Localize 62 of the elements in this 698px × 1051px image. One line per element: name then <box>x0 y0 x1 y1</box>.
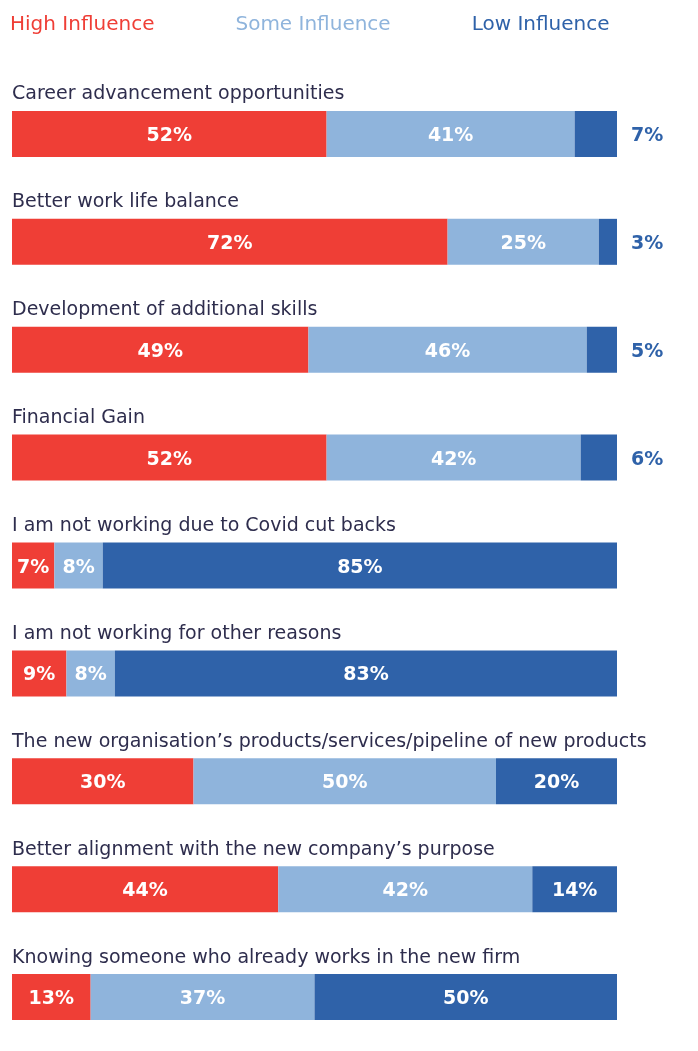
data-label: 42% <box>430 446 477 469</box>
data-label: 83% <box>343 662 389 685</box>
data-label: 41% <box>427 122 474 145</box>
data-label: 5% <box>631 338 664 361</box>
data-label: 7% <box>17 554 50 577</box>
data-label: 50% <box>322 770 368 793</box>
bar <box>308 326 587 373</box>
data-label: 49% <box>137 338 183 361</box>
bar <box>496 758 617 805</box>
data-label: 50% <box>443 986 489 1009</box>
text: Low Influence <box>471 11 610 35</box>
text: Some Influence <box>235 11 391 35</box>
data-label: 7% <box>631 122 664 145</box>
bar <box>114 650 617 697</box>
bar <box>278 866 533 913</box>
bar <box>532 866 617 913</box>
data-label: 8% <box>62 554 95 577</box>
data-label: 20% <box>533 770 580 793</box>
y-tick-label: Financial Gain <box>12 405 145 428</box>
bar <box>574 110 617 157</box>
data-label: 14% <box>551 878 598 901</box>
data-label: 72% <box>207 230 253 253</box>
data-label: 8% <box>74 662 107 685</box>
y-tick-label: Development of additional skills <box>12 297 318 320</box>
data-label: 13% <box>28 986 75 1009</box>
y-tick-label: The new organisation’s products/services/pipeline of new products <box>11 728 647 751</box>
data-label: 44% <box>122 878 168 901</box>
data-label: 52% <box>146 122 193 145</box>
bar <box>193 758 496 805</box>
data-label: 46% <box>424 338 471 361</box>
y-tick-label: Better work life balance <box>12 189 239 212</box>
bar <box>586 326 617 373</box>
bar <box>598 218 617 265</box>
data-label: 42% <box>382 878 428 901</box>
bar <box>90 974 315 1021</box>
text: High Influence <box>10 11 155 35</box>
bar <box>12 974 91 1021</box>
bar <box>580 434 617 481</box>
data-label: 3% <box>631 230 664 253</box>
data-label: 9% <box>23 662 56 685</box>
bar <box>314 974 617 1021</box>
bar <box>12 110 327 157</box>
y-tick-label: Better alignment with the new company’s purpose <box>12 836 495 859</box>
bar <box>447 218 599 265</box>
bar <box>12 866 279 913</box>
data-label: 85% <box>337 554 383 577</box>
data-label: 37% <box>179 986 226 1009</box>
bar <box>12 326 309 373</box>
bar <box>102 542 617 589</box>
bar <box>12 434 327 481</box>
y-tick-label: Career advancement opportunities <box>12 81 345 104</box>
bar <box>326 110 575 157</box>
y-tick-label: I am not working due to Covid cut backs <box>12 513 396 535</box>
data-label: 6% <box>631 446 664 469</box>
data-label: 30% <box>80 770 126 793</box>
y-tick-label: Knowing someone who already works in the new firm <box>12 944 521 967</box>
bar <box>12 218 448 265</box>
bar <box>12 758 194 805</box>
data-label: 52% <box>146 446 193 469</box>
y-tick-label: I am not working for other reasons <box>12 620 342 643</box>
data-label: 25% <box>500 230 546 253</box>
bar <box>326 434 581 481</box>
